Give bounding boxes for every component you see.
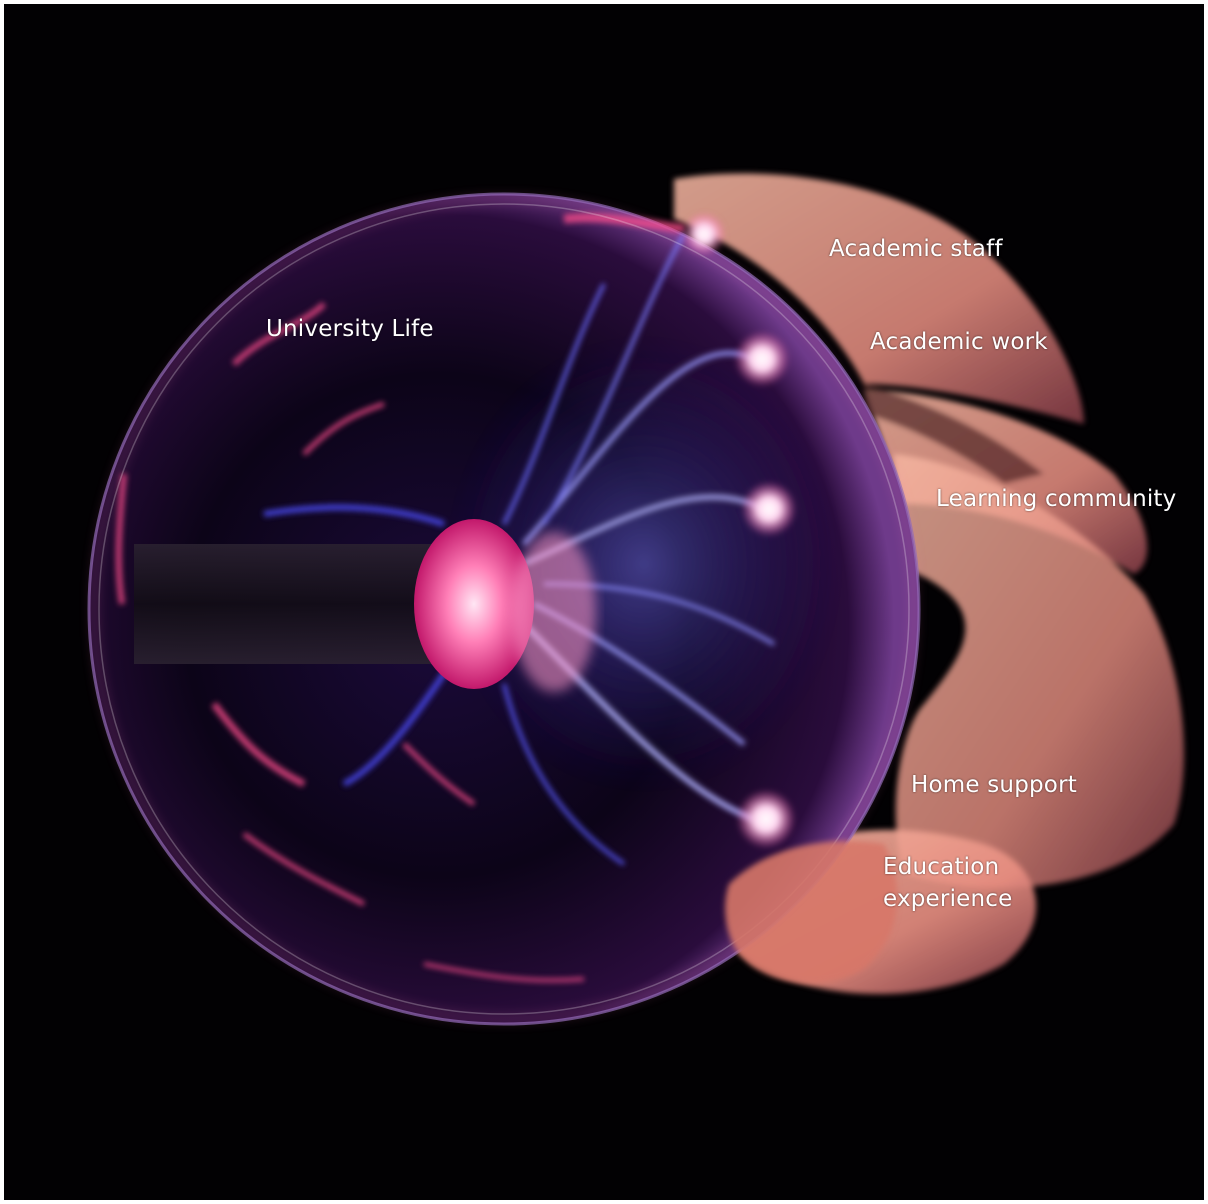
label-academic-work: Academic work: [870, 329, 1048, 355]
label-university-life: University Life: [266, 316, 434, 342]
plasma-ball-photo: [87, 173, 1184, 1026]
thumb: [725, 840, 898, 984]
electrode-rod: [134, 544, 434, 664]
image-frame: University Life Academic staff Academic …: [4, 4, 1204, 1200]
plasma-globe: [87, 192, 921, 1026]
label-learning-community: Learning community: [936, 486, 1177, 512]
label-academic-staff: Academic staff: [829, 236, 1003, 262]
label-education-experience-line2: experience: [883, 886, 1013, 912]
label-education-experience-line1: Education: [883, 854, 1000, 880]
contact-spots: [682, 212, 797, 849]
label-home-support: Home support: [911, 772, 1077, 798]
hand: [674, 173, 1184, 994]
core-electrode: [414, 519, 534, 689]
